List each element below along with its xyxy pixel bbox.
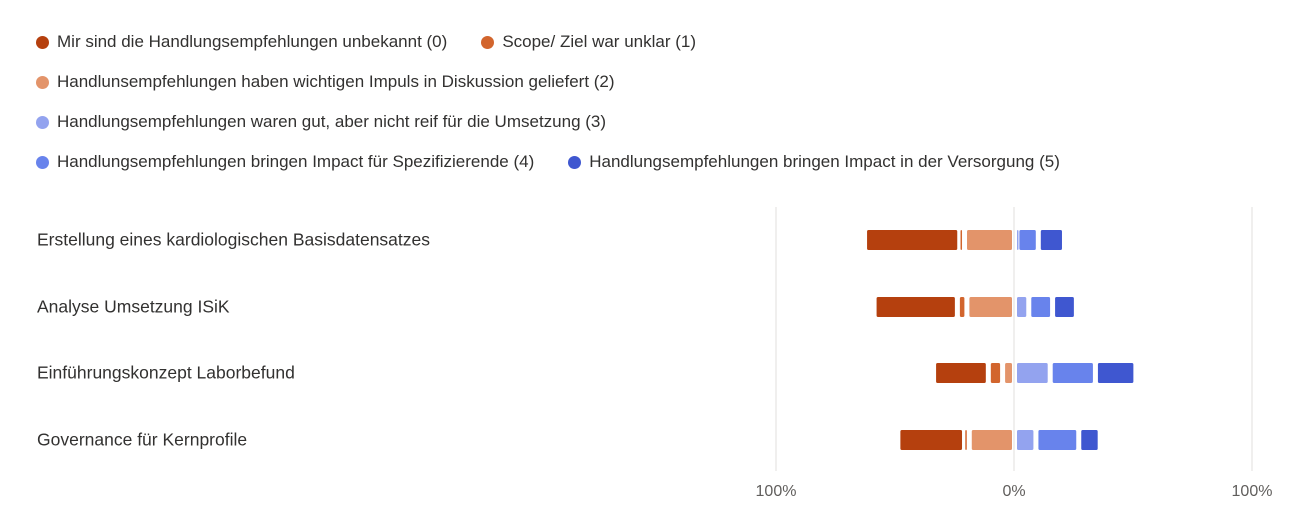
legend-swatch <box>36 75 49 89</box>
bar-segment <box>1031 297 1051 317</box>
x-tick-label: 0% <box>1002 483 1025 500</box>
legend-label: Handlungsempfehlungen bringen Impact in … <box>589 152 1060 171</box>
legend-item[interactable]: Mir sind die Handlungsempfehlungen unbek… <box>36 32 447 52</box>
legend-row: Handlunsempfehlungen haben wichtigen Imp… <box>36 62 1276 102</box>
bar-segment <box>1017 297 1027 317</box>
bar-segment <box>965 430 967 450</box>
bar-segment <box>936 363 986 383</box>
legend-item[interactable]: Handlungsempfehlungen bringen Impact in … <box>568 152 1060 172</box>
legend-swatch <box>36 115 49 129</box>
legend-label: Mir sind die Handlungsempfehlungen unbek… <box>57 32 448 51</box>
legend-label: Handlungsempfehlungen waren gut, aber ni… <box>57 112 607 131</box>
legend-swatch <box>36 35 49 49</box>
legend-row: Mir sind die Handlungsempfehlungen unbek… <box>36 22 1276 62</box>
bar-segment <box>876 297 955 317</box>
bar-segment <box>969 297 1012 317</box>
legend-row: Handlungsempfehlungen bringen Impact für… <box>36 142 1276 182</box>
legend-swatch <box>568 155 582 169</box>
bar-segment <box>967 230 1012 250</box>
legend-row: Handlungsempfehlungen waren gut, aber ni… <box>36 102 1276 142</box>
x-tick-label: 100% <box>756 483 797 500</box>
legend-item[interactable]: Handlungsempfehlungen bringen Impact für… <box>36 152 534 172</box>
bar-segment <box>867 230 958 250</box>
legend-item[interactable]: Handlungsempfehlungen waren gut, aber ni… <box>36 112 606 132</box>
bar-segment <box>1040 230 1062 250</box>
legend-swatch <box>481 35 495 49</box>
category-label: Erstellung eines kardiologischen Basisda… <box>37 229 431 250</box>
legend-item[interactable]: Handlunsempfehlungen haben wichtigen Imp… <box>36 72 615 92</box>
bar-segment <box>1017 430 1034 450</box>
legend-label: Handlungsempfehlungen bringen Impact für… <box>57 152 535 171</box>
legend-label: Scope/ Ziel war unklar (1) <box>502 32 696 51</box>
bar-segment <box>1052 363 1093 383</box>
legend-label: Handlunsempfehlungen haben wichtigen Imp… <box>57 72 615 91</box>
bar-segment <box>1005 363 1012 383</box>
bar-segment <box>959 297 965 317</box>
bar-segment <box>1017 363 1048 383</box>
category-label: Analyse Umsetzung ISiK <box>37 296 230 317</box>
bar-segment <box>990 363 1001 383</box>
bar-segment <box>900 430 963 450</box>
bar-segment <box>1038 430 1077 450</box>
bar-segment <box>1019 230 1036 250</box>
category-label: Einführungskonzept Laborbefund <box>37 362 295 383</box>
legend-swatch <box>36 155 49 169</box>
category-label: Governance für Kernprofile <box>37 429 248 450</box>
chart-legend: Mir sind die Handlungsempfehlungen unbek… <box>36 22 1276 182</box>
bar-segment <box>1097 363 1134 383</box>
bar-segment <box>1081 430 1098 450</box>
legend-item[interactable]: Scope/ Ziel war unklar (1) <box>481 32 696 52</box>
bar-segment <box>1017 230 1019 250</box>
x-tick-label: 100% <box>1232 483 1273 500</box>
bar-segment <box>1055 297 1074 317</box>
bar-segment <box>971 430 1012 450</box>
bar-segment <box>960 230 963 250</box>
